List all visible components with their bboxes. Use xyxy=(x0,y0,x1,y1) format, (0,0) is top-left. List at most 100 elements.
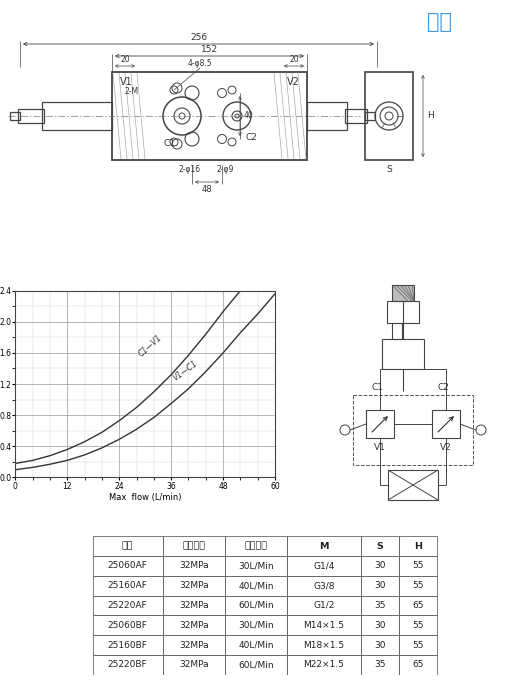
Text: C2: C2 xyxy=(245,134,257,143)
Bar xyxy=(287,536,361,556)
Bar xyxy=(392,323,402,339)
Text: C1: C1 xyxy=(372,383,384,392)
Text: 最大流量: 最大流量 xyxy=(244,542,267,551)
Text: 板式: 板式 xyxy=(428,12,452,32)
Text: V1: V1 xyxy=(374,442,386,451)
Text: 256: 256 xyxy=(190,33,207,42)
Bar xyxy=(399,536,437,556)
Bar xyxy=(225,576,287,596)
Bar xyxy=(361,556,399,576)
Bar xyxy=(399,556,437,576)
Bar xyxy=(162,596,225,615)
Text: 65: 65 xyxy=(413,660,424,669)
Text: 35: 35 xyxy=(374,601,386,610)
Text: 35: 35 xyxy=(374,660,386,669)
Text: 25160BF: 25160BF xyxy=(107,641,148,650)
Text: 60L/Min: 60L/Min xyxy=(238,660,274,669)
Text: 40L/Min: 40L/Min xyxy=(238,581,273,590)
Bar xyxy=(382,339,424,369)
Text: C2: C2 xyxy=(437,383,449,392)
Text: M18×1.5: M18×1.5 xyxy=(303,641,344,650)
Bar xyxy=(361,536,399,556)
Bar xyxy=(353,395,473,465)
Text: 55: 55 xyxy=(413,621,424,630)
Bar xyxy=(287,596,361,615)
Bar xyxy=(365,112,375,120)
Text: 2-φ9: 2-φ9 xyxy=(216,165,234,174)
Text: 25220AF: 25220AF xyxy=(108,601,148,610)
Bar xyxy=(93,576,162,596)
Bar xyxy=(93,655,162,675)
X-axis label: Max  flow (L/min): Max flow (L/min) xyxy=(109,493,181,502)
Text: S: S xyxy=(386,165,392,174)
Bar xyxy=(307,102,347,130)
Text: 4-φ8.5: 4-φ8.5 xyxy=(188,60,212,69)
Bar xyxy=(162,576,225,596)
Text: V1: V1 xyxy=(120,77,133,87)
Bar xyxy=(93,596,162,615)
Text: 55: 55 xyxy=(413,641,424,650)
Text: 最大压力: 最大压力 xyxy=(182,542,205,551)
Text: M22×1.5: M22×1.5 xyxy=(304,660,344,669)
Bar xyxy=(93,536,162,556)
Text: 32MPa: 32MPa xyxy=(179,660,209,669)
Text: M14×1.5: M14×1.5 xyxy=(304,621,344,630)
Bar xyxy=(361,576,399,596)
Text: 40L/Min: 40L/Min xyxy=(238,641,273,650)
Bar xyxy=(93,556,162,576)
Bar xyxy=(399,655,437,675)
Text: 30: 30 xyxy=(374,581,386,590)
Bar xyxy=(93,635,162,655)
Text: 32MPa: 32MPa xyxy=(179,641,209,650)
Bar xyxy=(287,635,361,655)
Bar xyxy=(432,410,460,438)
Text: H: H xyxy=(427,111,433,120)
Bar xyxy=(225,655,287,675)
Bar xyxy=(112,72,307,160)
Text: H: H xyxy=(414,542,423,551)
Text: 55: 55 xyxy=(413,561,424,570)
Bar xyxy=(361,655,399,675)
Bar xyxy=(399,615,437,635)
Bar xyxy=(287,615,361,635)
Text: 60L/Min: 60L/Min xyxy=(238,601,274,610)
Text: V2: V2 xyxy=(287,77,300,87)
Text: S: S xyxy=(377,542,383,551)
Bar xyxy=(162,536,225,556)
Bar xyxy=(387,301,419,323)
Bar xyxy=(365,72,413,160)
Bar xyxy=(225,596,287,615)
Text: 30: 30 xyxy=(374,561,386,570)
Text: 32MPa: 32MPa xyxy=(179,601,209,610)
Text: 30L/Min: 30L/Min xyxy=(238,561,274,570)
Text: C1: C1 xyxy=(164,138,176,147)
Text: 48: 48 xyxy=(201,185,212,194)
Text: V2: V2 xyxy=(440,442,452,451)
Text: 32MPa: 32MPa xyxy=(179,581,209,590)
Bar xyxy=(361,615,399,635)
Text: 152: 152 xyxy=(201,44,218,53)
Bar xyxy=(366,410,394,438)
Bar xyxy=(287,556,361,576)
Text: 40: 40 xyxy=(243,111,253,120)
Bar xyxy=(361,596,399,615)
Text: 20: 20 xyxy=(289,55,299,64)
Bar xyxy=(345,109,367,123)
Text: 32MPa: 32MPa xyxy=(179,621,209,630)
Bar xyxy=(388,470,438,500)
Bar xyxy=(399,576,437,596)
Text: 25160AF: 25160AF xyxy=(107,581,148,590)
Text: 65: 65 xyxy=(413,601,424,610)
Text: 32MPa: 32MPa xyxy=(179,561,209,570)
Bar xyxy=(10,112,20,120)
Text: 20: 20 xyxy=(120,55,130,64)
Bar xyxy=(42,102,112,130)
Text: 30: 30 xyxy=(374,641,386,650)
Text: 2-φ16: 2-φ16 xyxy=(179,165,201,174)
Text: 25220BF: 25220BF xyxy=(108,660,148,669)
Bar xyxy=(18,109,44,123)
Text: 25060BF: 25060BF xyxy=(107,621,148,630)
Text: G3/8: G3/8 xyxy=(314,581,335,590)
Bar xyxy=(225,615,287,635)
Text: C1—V1: C1—V1 xyxy=(137,334,163,359)
